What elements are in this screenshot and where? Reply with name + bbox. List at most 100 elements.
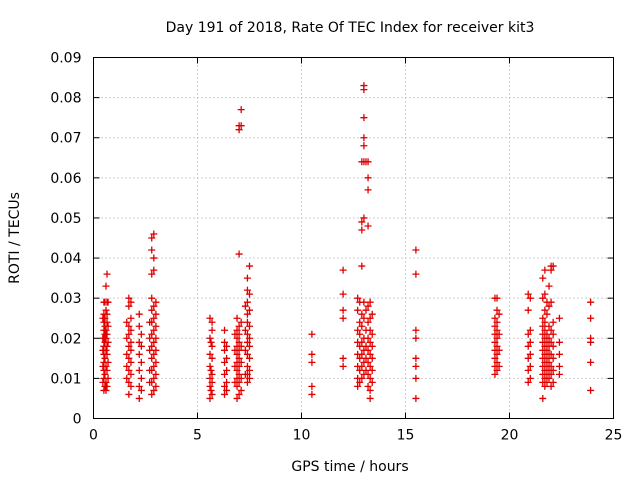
data-point	[524, 306, 532, 314]
data-point	[101, 354, 109, 362]
data-point	[360, 142, 368, 150]
data-point	[364, 334, 372, 342]
data-point	[221, 338, 229, 346]
data-point	[125, 322, 133, 330]
data-point	[207, 366, 215, 374]
data-point	[243, 274, 251, 282]
chart-title: Day 191 of 2018, Rate Of TEC Index for r…	[166, 20, 535, 36]
data-point	[493, 294, 501, 302]
data-point	[356, 318, 364, 326]
data-point	[358, 262, 366, 270]
axis-ticks	[93, 57, 614, 419]
data-point	[495, 310, 503, 318]
data-point	[104, 358, 112, 366]
data-point	[555, 370, 563, 378]
data-point	[547, 298, 555, 306]
data-point	[366, 338, 374, 346]
data-point	[150, 230, 158, 238]
data-point	[102, 282, 110, 290]
data-point	[148, 246, 156, 254]
data-point	[354, 326, 362, 334]
data-point	[246, 262, 253, 270]
data-point	[362, 366, 370, 374]
data-point	[495, 362, 503, 370]
data-point	[547, 370, 555, 378]
data-point	[148, 342, 156, 350]
data-point	[235, 390, 243, 398]
data-point	[150, 374, 158, 382]
data-point	[208, 342, 216, 350]
data-point	[555, 350, 563, 358]
data-point	[358, 310, 366, 318]
data-point	[412, 270, 420, 278]
data-point	[152, 382, 160, 390]
data-point	[541, 382, 549, 390]
data-point	[356, 354, 364, 362]
data-point	[308, 330, 316, 338]
data-point	[339, 314, 347, 322]
data-point	[146, 366, 154, 374]
data-point	[495, 346, 503, 354]
y-tick-label: 0.08	[50, 91, 81, 107]
data-point	[207, 386, 215, 394]
x-axis-label: GPS time / hours	[291, 459, 408, 475]
data-point	[493, 366, 501, 374]
y-axis-label: ROTI / TECUs	[7, 192, 23, 284]
data-point	[549, 318, 557, 326]
data-point	[235, 354, 243, 362]
data-point	[152, 298, 160, 306]
data-point	[103, 342, 111, 350]
data-point	[545, 302, 553, 310]
y-tick-label: 0.01	[50, 371, 81, 387]
data-point	[524, 366, 532, 374]
data-point	[233, 334, 241, 342]
data-point	[237, 318, 245, 326]
data-point	[547, 382, 555, 390]
data-point	[241, 302, 249, 310]
data-point	[412, 326, 420, 334]
data-point	[549, 378, 557, 386]
data-point	[243, 310, 251, 318]
data-point	[358, 322, 366, 330]
data-point	[543, 354, 551, 362]
data-point	[526, 374, 534, 382]
data-point	[137, 358, 145, 366]
data-point	[221, 382, 229, 390]
x-tick-label: 25	[605, 428, 623, 444]
data-point	[246, 290, 253, 298]
data-point	[360, 82, 368, 90]
data-point	[493, 306, 501, 314]
data-point	[148, 330, 156, 338]
data-point	[208, 326, 216, 334]
data-point	[339, 362, 347, 370]
data-point	[364, 222, 372, 230]
data-point	[412, 354, 420, 362]
data-point	[366, 386, 374, 394]
data-point	[491, 370, 499, 378]
data-point	[148, 234, 156, 242]
data-point	[243, 318, 251, 326]
data-point	[103, 350, 111, 358]
data-point	[364, 302, 372, 310]
data-point	[206, 350, 214, 358]
data-point	[127, 382, 135, 390]
data-point	[243, 330, 251, 338]
data-point	[223, 342, 231, 350]
data-point	[491, 354, 499, 362]
data-point	[364, 174, 372, 182]
data-point	[360, 314, 368, 322]
data-point	[358, 218, 366, 226]
data-point	[237, 122, 245, 130]
y-tick-label: 0.02	[50, 331, 81, 347]
data-point	[135, 382, 143, 390]
data-point	[123, 318, 131, 326]
data-point	[99, 314, 107, 322]
data-point	[99, 334, 107, 342]
data-point	[362, 342, 370, 350]
data-point	[208, 318, 216, 326]
data-point	[412, 374, 420, 382]
data-point	[364, 186, 372, 194]
data-point	[543, 310, 551, 318]
data-point	[221, 390, 229, 398]
data-point	[246, 366, 253, 374]
